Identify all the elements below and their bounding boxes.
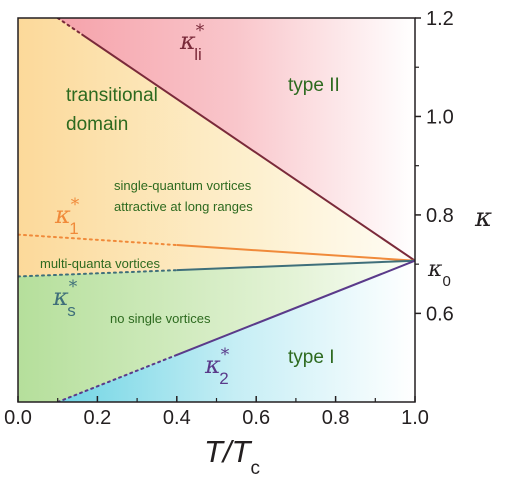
curve-dashed-0 [56,18,83,36]
x-tick-label-0: 0.0 [4,407,32,429]
curve-solid-1 [176,244,415,262]
curve-label-kappa-s: κ* s [52,277,78,320]
y-tick-label-3: 1.2 [426,8,454,30]
x-tick-label-3: 0.6 [242,407,270,429]
curve-dashed-2 [18,269,178,278]
curve-label-kappa-2: κ* 2 [204,345,230,388]
curve-label-kappa-1: κ* 1 [54,195,80,238]
curve-solid-2 [176,259,415,272]
label-attractive: attractive at long ranges [114,199,253,214]
y-tick-label-0: 0.6 [426,303,454,325]
y-tick-label-2: 1.0 [426,106,454,128]
x-tick-label-5: 1.0 [401,407,429,429]
x-tick-label-4: 0.8 [322,407,350,429]
region-label-type-i: type I [288,347,334,368]
x-axis-title: T/Tc [204,434,260,479]
x-tick-label-1: 0.2 [83,407,111,429]
curve-solid-0 [80,33,415,262]
transitional-region [18,18,415,277]
ticks: 0.0 0.2 0.4 0.6 0.8 1.0 0.6 0.8 1.0 1.2 [4,8,454,429]
y-axis-title: κ [474,203,492,233]
x-tick-label-2: 0.4 [163,407,191,429]
curve-label-kappa-li: κ* li [179,21,205,64]
label-no-single: no single vortices [110,311,211,326]
label-multi-quanta: multi-quanta vortices [40,256,160,271]
no-single-vortices-region [18,260,415,402]
region-label-type-ii: type II [288,75,340,96]
kappa0-label: κ0 [427,257,451,290]
curves [18,18,415,402]
curve-dashed-1 [18,233,178,247]
curve-solid-3 [176,259,415,356]
region-label-transitional: transitional [66,85,158,106]
y-tick-label-1: 0.8 [426,205,454,227]
region-label-domain: domain [66,114,128,135]
label-single-quantum: single-quantum vortices [114,178,252,193]
